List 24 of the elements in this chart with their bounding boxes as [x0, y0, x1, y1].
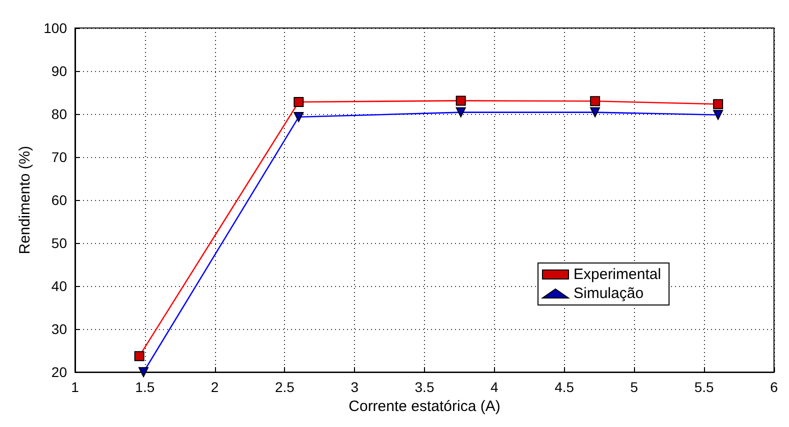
y-tick-label: 80: [51, 106, 68, 122]
x-tick-label: 1.5: [135, 379, 155, 396]
y-tick-label: 90: [51, 63, 68, 80]
y-axis-title: Rendimento (%): [16, 146, 34, 254]
y-tick-label: 70: [51, 149, 68, 166]
x-tick-label: 3.5: [414, 379, 434, 396]
x-axis-title: Corrente estatórica (A): [348, 398, 500, 415]
x-tick-label: 2.5: [274, 379, 295, 396]
x-tick-label: 3: [350, 379, 359, 396]
x-tick-label: 5.5: [694, 379, 714, 396]
x-tick-label: 4.5: [554, 379, 574, 396]
x-tick-label: 5: [630, 379, 638, 396]
x-tick-label: 1: [71, 379, 80, 396]
legend-label: Simulação: [574, 285, 644, 302]
legend-label: Experimental: [574, 266, 662, 283]
y-tick-label: 40: [51, 278, 68, 294]
x-tick-label: 4: [490, 379, 498, 396]
x-tick-label: 6: [770, 379, 778, 396]
x-tick-label: 2: [210, 379, 219, 396]
y-tick-label: 20: [51, 364, 68, 380]
y-tick-label: 30: [51, 321, 68, 338]
y-tick-label: 100: [44, 20, 68, 36]
y-tick-label: 50: [51, 235, 68, 252]
y-tick-label: 60: [51, 192, 68, 208]
